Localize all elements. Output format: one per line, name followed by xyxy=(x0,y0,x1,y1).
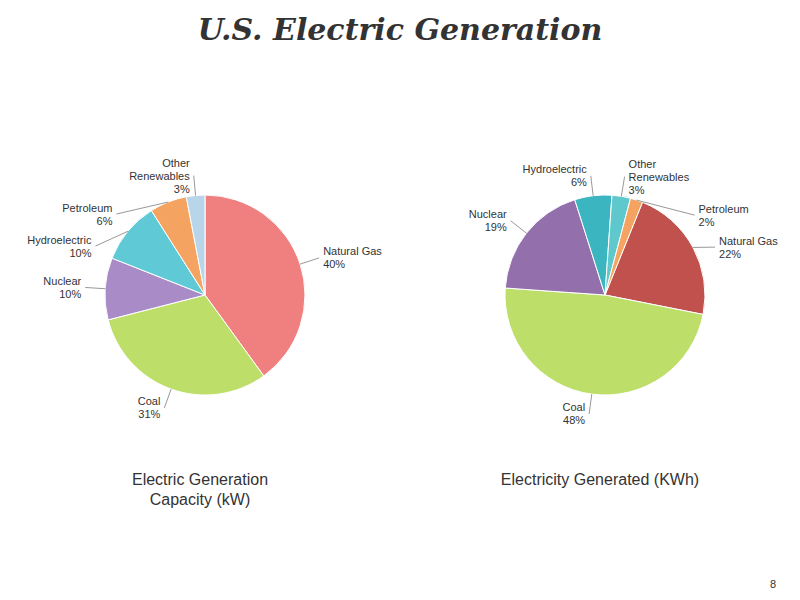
svg-text:Natural Gas40%: Natural Gas40% xyxy=(323,245,382,270)
html-text:Electric Generation Capacity (: Electric Generation Capacity (kW) xyxy=(132,471,268,508)
svg-text:Petroleum6%: Petroleum6% xyxy=(62,202,112,227)
svg-text:OtherRenewables3%: OtherRenewables3% xyxy=(129,157,190,195)
svg-text:OtherRenewables3%: OtherRenewables3% xyxy=(629,158,690,196)
svg-text:Natural Gas22%: Natural Gas22% xyxy=(719,235,778,260)
svg-text:Coal31%: Coal31% xyxy=(138,395,161,420)
html-text:Electricity Generated (KWh): Electricity Generated (KWh) xyxy=(500,471,700,488)
svg-text:Petroleum2%: Petroleum2% xyxy=(699,203,749,228)
svg-text:Hydroelectric10%: Hydroelectric10% xyxy=(27,234,92,259)
svg-text:Nuclear10%: Nuclear10% xyxy=(43,275,81,300)
svg-text:Nuclear19%: Nuclear19% xyxy=(469,208,507,233)
svg-text:Coal48%: Coal48% xyxy=(563,401,586,426)
svg-text:Hydroelectric6%: Hydroelectric6% xyxy=(523,163,588,188)
html-text:8: 8 xyxy=(769,578,776,590)
html-text:U.S. Electric Generation: U.S. Electric Generation xyxy=(197,12,603,47)
